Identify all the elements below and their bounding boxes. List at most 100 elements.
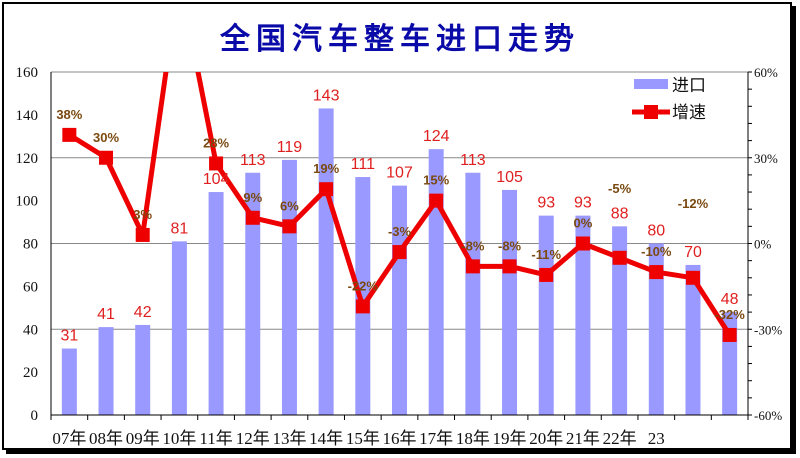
growth-value-label: 15% bbox=[423, 173, 449, 188]
growth-marker bbox=[722, 327, 737, 342]
y-left-tick-label: 120 bbox=[16, 151, 39, 167]
bar-value-label: 105 bbox=[496, 169, 523, 186]
bar-value-label: 113 bbox=[460, 152, 486, 169]
bar bbox=[465, 172, 481, 415]
y-left-tick-label: 20 bbox=[23, 365, 38, 381]
y-right-tick-label: 0% bbox=[754, 237, 772, 252]
growth-value-label: 38% bbox=[56, 107, 82, 122]
growth-marker bbox=[429, 193, 444, 208]
y-left-tick-label: 60 bbox=[23, 279, 38, 295]
x-tick-label: 22年 bbox=[603, 429, 637, 448]
x-tick-label: 11年 bbox=[199, 429, 232, 448]
bar bbox=[171, 241, 187, 415]
bar bbox=[648, 243, 664, 415]
x-tick-label: 18年 bbox=[456, 429, 490, 448]
x-tick-label: 19年 bbox=[493, 429, 527, 448]
growth-marker bbox=[282, 219, 297, 234]
growth-value-label: -3% bbox=[388, 224, 412, 239]
bar bbox=[135, 324, 151, 415]
growth-marker bbox=[465, 259, 480, 274]
legend-swatch-bar bbox=[634, 79, 668, 89]
y-left-tick-label: 100 bbox=[16, 194, 39, 210]
bar bbox=[392, 185, 407, 415]
growth-marker bbox=[502, 259, 517, 274]
x-tick-label: 07年 bbox=[52, 429, 86, 448]
x-tick-label: 14年 bbox=[309, 429, 343, 448]
bar-value-label: 104 bbox=[203, 171, 230, 188]
bar-value-label: 143 bbox=[313, 87, 340, 104]
y-left-tick-label: 140 bbox=[16, 108, 39, 124]
growth-marker bbox=[649, 265, 664, 280]
growth-marker bbox=[135, 227, 150, 242]
bar bbox=[575, 215, 591, 415]
bar-value-label: 48 bbox=[721, 291, 739, 308]
growth-value-label: -8% bbox=[498, 238, 522, 253]
bar-value-label: 107 bbox=[386, 165, 413, 182]
growth-marker bbox=[319, 182, 334, 197]
bar bbox=[61, 348, 77, 415]
growth-value-label: 0% bbox=[574, 216, 593, 231]
growth-value-label: -10% bbox=[641, 244, 672, 259]
growth-value-label: -11% bbox=[531, 247, 561, 262]
x-tick-label: 09年 bbox=[126, 429, 160, 448]
growth-value-label: 19% bbox=[313, 161, 339, 176]
x-tick-label: 12年 bbox=[236, 429, 270, 448]
x-tick-label: 21年 bbox=[566, 429, 600, 448]
y-right-tick-label: 30% bbox=[754, 151, 778, 166]
growth-marker bbox=[355, 299, 370, 314]
bar bbox=[612, 226, 628, 415]
growth-value-label: -5% bbox=[608, 181, 632, 196]
y-right-tick-label: 60% bbox=[754, 65, 778, 80]
growth-value-label: -32% bbox=[714, 307, 745, 322]
y-left-tick-label: 80 bbox=[23, 237, 38, 253]
legend-label-line: 增速 bbox=[672, 103, 706, 122]
growth-marker bbox=[209, 156, 224, 171]
bar-value-label: 124 bbox=[423, 128, 450, 145]
growth-marker bbox=[99, 150, 114, 165]
bar-value-label: 41 bbox=[97, 306, 115, 323]
bar bbox=[98, 327, 114, 415]
growth-marker bbox=[392, 245, 407, 260]
y-right-tick-label: -60% bbox=[754, 408, 782, 423]
bar bbox=[538, 215, 554, 415]
x-tick-label: 10年 bbox=[162, 429, 196, 448]
bar-value-label: 81 bbox=[170, 220, 188, 237]
growth-value-label: -22% bbox=[348, 278, 379, 293]
x-tick-label: 16年 bbox=[383, 429, 417, 448]
growth-marker bbox=[62, 127, 77, 142]
growth-marker bbox=[575, 236, 590, 251]
bar bbox=[685, 264, 701, 415]
x-tick-label: 23 bbox=[648, 429, 665, 448]
legend-swatch-marker bbox=[644, 105, 658, 119]
growth-value-label: -8% bbox=[461, 238, 485, 253]
bar-value-label: 93 bbox=[574, 195, 592, 212]
bar bbox=[428, 149, 444, 416]
growth-value-label: 30% bbox=[93, 130, 119, 145]
bar-value-label: 42 bbox=[134, 304, 152, 321]
growth-marker bbox=[612, 250, 627, 265]
x-tick-label: 13年 bbox=[272, 429, 306, 448]
y-left-tick-label: 40 bbox=[23, 322, 38, 338]
bar bbox=[208, 192, 224, 415]
growth-value-label: 28% bbox=[203, 135, 229, 150]
growth-value-label: -12% bbox=[678, 196, 709, 211]
growth-value-label: 3% bbox=[133, 207, 152, 222]
x-tick-label: 20年 bbox=[529, 429, 563, 448]
growth-value-label: 9% bbox=[243, 190, 262, 205]
growth-marker bbox=[685, 270, 700, 285]
bar-value-label: 119 bbox=[277, 139, 303, 156]
bar-value-label: 111 bbox=[351, 156, 375, 173]
bar-value-label: 31 bbox=[60, 328, 78, 345]
growth-value-label: 6% bbox=[280, 198, 299, 213]
x-tick-label: 15年 bbox=[346, 429, 380, 448]
chart-title: 全国汽车整车进口走势 bbox=[220, 22, 580, 57]
x-tick-label: 17年 bbox=[419, 429, 453, 448]
y-right-tick-label: -30% bbox=[754, 322, 782, 337]
y-left-tick-label: 160 bbox=[16, 65, 39, 81]
y-left-tick-label: 0 bbox=[31, 408, 39, 424]
growth-marker bbox=[245, 210, 260, 225]
x-tick-label: 08年 bbox=[89, 429, 123, 448]
bar-value-label: 80 bbox=[647, 223, 665, 240]
growth-marker bbox=[539, 267, 554, 282]
